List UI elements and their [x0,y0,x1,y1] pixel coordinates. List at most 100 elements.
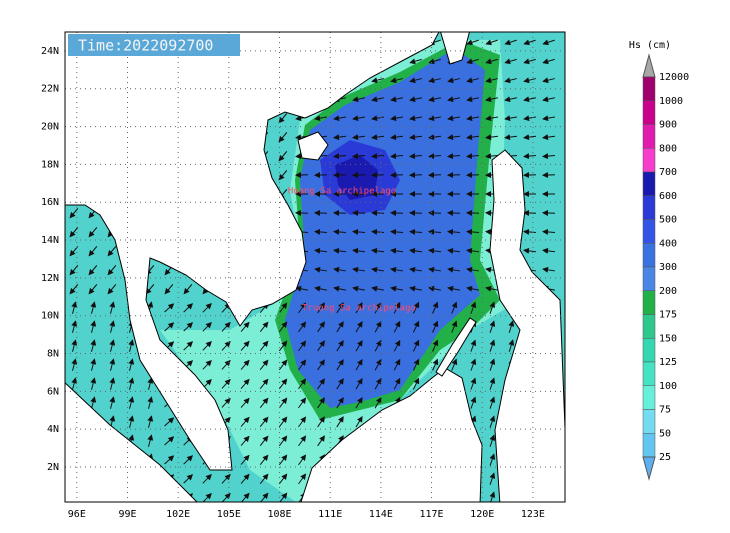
arrow [466,285,479,292]
arrow [451,320,458,333]
arrow [489,472,496,485]
arrow [409,153,423,160]
arrow [69,265,79,276]
arrow [428,115,442,122]
legend-swatch [642,171,656,196]
legend-label: 800 [659,143,677,154]
arrow [428,172,442,179]
arrow [466,247,480,254]
lon-tick-label: 117E [420,509,444,520]
arrow [128,415,135,428]
legend-swatch [642,433,656,458]
legend-swatch [642,76,656,101]
arrow [412,339,420,352]
arrow [298,378,307,390]
arrow [470,339,477,352]
lon-tick-label: 111E [318,509,342,520]
arrow [451,358,458,371]
arrow [88,227,98,238]
arrow [352,115,366,122]
arrow [504,134,518,141]
arrow [336,340,344,352]
arrow [485,39,498,46]
arrow [432,301,439,314]
arrow [71,377,78,390]
arrow [371,134,385,141]
arrow [355,301,363,314]
arrow [489,434,496,447]
arrow [412,358,420,371]
arrow [183,474,194,484]
arrow [278,435,288,447]
arrow [390,285,403,292]
map-area: Time:2022092700 [65,32,565,502]
arrow [466,77,479,84]
arrow [278,321,288,333]
legend-label: 100 [659,381,677,392]
arrow [374,339,382,352]
arrow [317,378,325,390]
arrow [278,378,288,390]
arrow [466,172,480,179]
arrow [317,321,325,333]
arrow [466,266,480,273]
arrow [390,96,403,103]
arrow [164,322,175,332]
legend-swatch [642,219,656,244]
legend-label: 175 [659,310,677,321]
arrow [298,321,307,333]
legend-label: 300 [659,262,677,273]
arrow [295,285,308,292]
arrow [409,96,422,103]
arrow [428,266,442,273]
arrow [202,321,212,332]
arrow [371,266,385,273]
arrow [221,473,231,484]
arrow [183,284,193,295]
arrow [371,77,384,84]
arrow [333,285,346,292]
arrow [504,58,517,65]
legend-swatch [642,124,656,149]
arrow [298,416,307,428]
legend-label: 900 [659,120,677,131]
arrow [523,39,536,46]
arrow [355,396,363,409]
arrow [489,396,496,409]
arrow [240,473,250,484]
arrow [485,77,498,84]
arrow [145,284,155,295]
lat-tick-label: 4N [47,424,59,435]
arrow [109,320,116,333]
arrow [466,228,480,235]
arrow [295,172,309,179]
arrow [352,266,366,273]
arrow [109,301,116,314]
legend-title: Hs (cm) [629,40,671,51]
arrow [508,320,515,333]
arrow [489,301,496,314]
arrow [314,266,328,273]
arrow [504,96,517,103]
arrow [278,359,288,371]
arrow [542,96,555,103]
legend-swatch [642,385,656,410]
arrow [489,453,496,466]
arrow [278,454,288,466]
arrow [504,39,517,46]
arrow [240,397,250,408]
arrow [447,247,461,254]
lon-tick-label: 120E [470,509,494,520]
legend-label: 12000 [659,72,689,83]
arrow [221,340,231,351]
arrow [409,115,423,122]
arrow [333,153,347,160]
lon-tick-label: 105E [217,509,241,520]
arrow [202,340,212,351]
lon-tick-label: 123E [521,509,545,520]
legend-swatch [642,361,656,386]
arrow [259,397,269,408]
arrow [183,455,194,465]
arrow [352,96,365,103]
